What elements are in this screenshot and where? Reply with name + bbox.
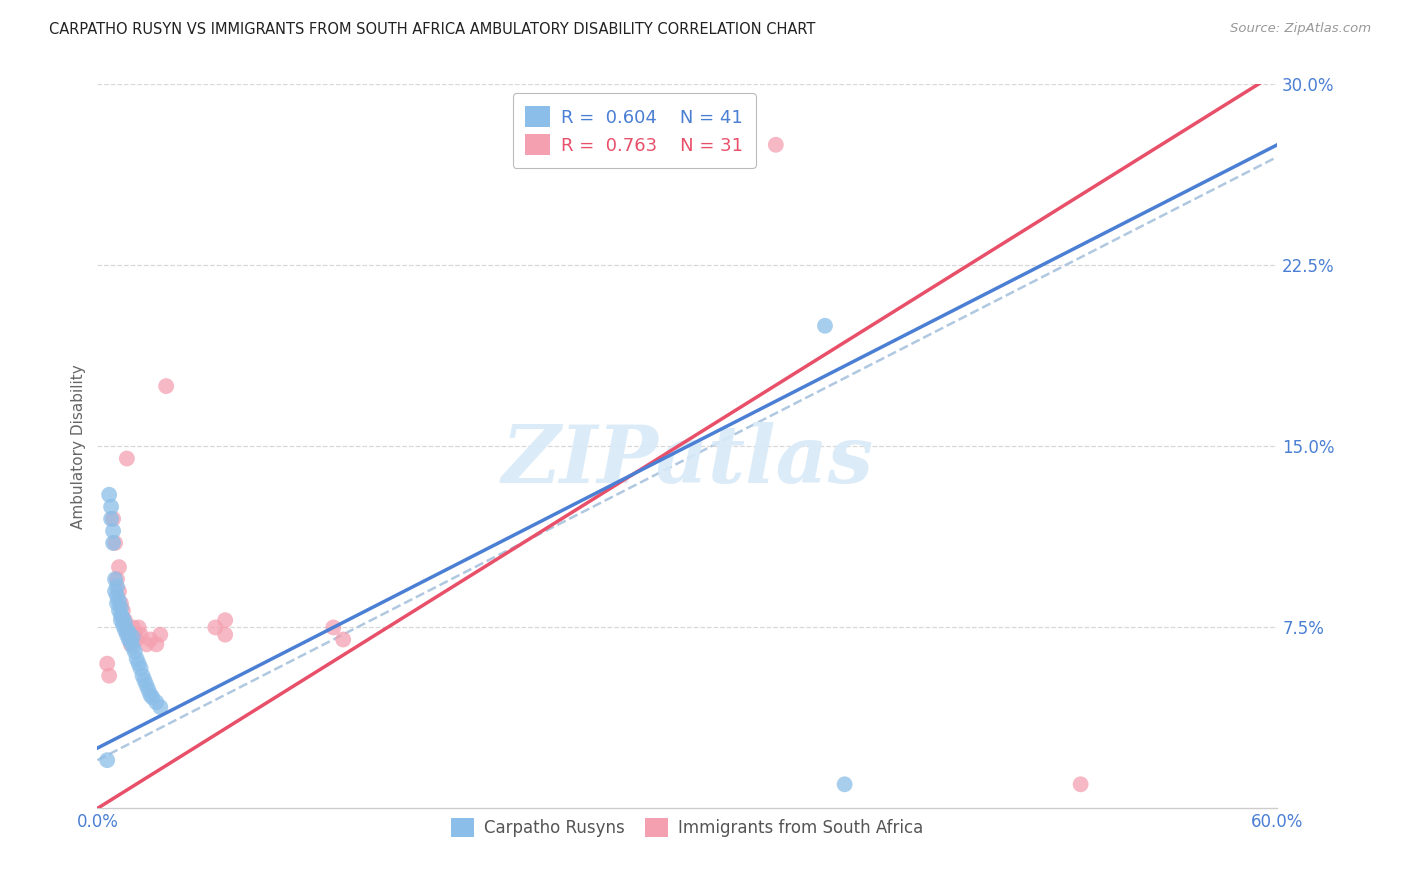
Point: [110, 601, 132, 615]
Text: ZIPatlas: ZIPatlas: [502, 422, 873, 500]
Point: [115, 623, 138, 637]
Point: [105, 589, 128, 603]
Point: [134, 673, 156, 688]
Point: [128, 620, 150, 634]
Point: [124, 628, 146, 642]
Point: [100, 512, 122, 526]
Point: [155, 379, 177, 393]
Point: [110, 613, 132, 627]
Point: [139, 688, 162, 702]
Point: [131, 669, 153, 683]
Point: [108, 560, 131, 574]
Point: [111, 611, 134, 625]
Point: [108, 594, 131, 608]
Point: [149, 700, 172, 714]
Point: [138, 683, 160, 698]
Point: [105, 579, 128, 593]
Point: [121, 630, 143, 644]
Point: [118, 632, 141, 647]
Point: [121, 640, 143, 654]
Point: [145, 695, 167, 709]
Point: [104, 572, 127, 586]
Point: [108, 603, 131, 617]
Point: [114, 615, 136, 630]
Point: [96, 657, 118, 671]
Point: [110, 608, 132, 623]
Text: CARPATHO RUSYN VS IMMIGRANTS FROM SOUTH AFRICA AMBULATORY DISABILITY CORRELATION: CARPATHO RUSYN VS IMMIGRANTS FROM SOUTH …: [49, 22, 815, 37]
Y-axis label: Ambulatory Disability: Ambulatory Disability: [72, 364, 86, 529]
Point: [115, 451, 138, 466]
Point: [124, 644, 146, 658]
Point: [135, 678, 157, 692]
Point: [111, 603, 134, 617]
Point: [834, 777, 856, 791]
Point: [128, 657, 150, 671]
Point: [125, 652, 148, 666]
Point: [118, 628, 141, 642]
Text: Source: ZipAtlas.com: Source: ZipAtlas.com: [1230, 22, 1371, 36]
Point: [115, 628, 138, 642]
Point: [98, 488, 121, 502]
Point: [101, 536, 124, 550]
Point: [322, 620, 344, 634]
Point: [214, 613, 236, 627]
Point: [121, 620, 143, 634]
Point: [120, 635, 142, 649]
Point: [332, 632, 354, 647]
Point: [735, 150, 758, 164]
Point: [101, 512, 124, 526]
Point: [111, 618, 134, 632]
Point: [118, 625, 141, 640]
Legend: Carpatho Rusyns, Immigrants from South Africa: Carpatho Rusyns, Immigrants from South A…: [444, 811, 931, 844]
Point: [108, 584, 131, 599]
Point: [101, 524, 124, 538]
Point: [814, 318, 837, 333]
Point: [114, 623, 136, 637]
Point: [114, 613, 136, 627]
Point: [120, 637, 142, 651]
Point: [129, 661, 152, 675]
Point: [141, 690, 163, 705]
Point: [100, 500, 122, 514]
Point: [135, 637, 157, 651]
Point: [98, 669, 121, 683]
Point: [129, 628, 152, 642]
Point: [104, 536, 127, 550]
Point: [105, 596, 128, 610]
Point: [125, 632, 148, 647]
Point: [145, 637, 167, 651]
Point: [96, 753, 118, 767]
Point: [765, 137, 787, 152]
Point: [139, 632, 162, 647]
Point: [1070, 777, 1092, 791]
Point: [204, 620, 226, 634]
Point: [104, 584, 127, 599]
Point: [110, 596, 132, 610]
Point: [105, 572, 128, 586]
Point: [214, 628, 236, 642]
Point: [149, 628, 172, 642]
